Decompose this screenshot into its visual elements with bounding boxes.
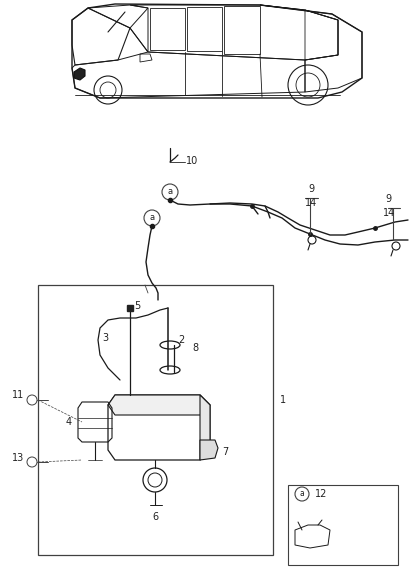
Bar	[38, 285, 272, 555]
Text: 2: 2	[178, 335, 184, 345]
Text: a: a	[149, 214, 154, 222]
Text: 13: 13	[12, 453, 24, 463]
Text: a: a	[299, 490, 304, 498]
Text: 9: 9	[307, 184, 313, 194]
Text: 11: 11	[12, 390, 24, 400]
Text: 8: 8	[192, 343, 198, 353]
Bar	[287, 485, 397, 565]
Polygon shape	[199, 440, 218, 460]
Text: a: a	[167, 188, 172, 196]
Text: 10: 10	[185, 156, 198, 166]
Text: 1: 1	[279, 395, 285, 405]
Text: 4: 4	[66, 417, 72, 427]
Text: 3: 3	[102, 333, 108, 343]
Text: 6: 6	[152, 512, 158, 522]
Text: 7: 7	[221, 447, 228, 457]
Text: 5: 5	[134, 301, 140, 311]
Text: 9: 9	[384, 194, 390, 204]
Polygon shape	[199, 395, 209, 460]
Polygon shape	[108, 395, 209, 415]
Polygon shape	[74, 68, 85, 80]
Text: 12: 12	[314, 489, 327, 499]
Text: 14: 14	[304, 198, 316, 208]
Text: 14: 14	[382, 208, 394, 218]
